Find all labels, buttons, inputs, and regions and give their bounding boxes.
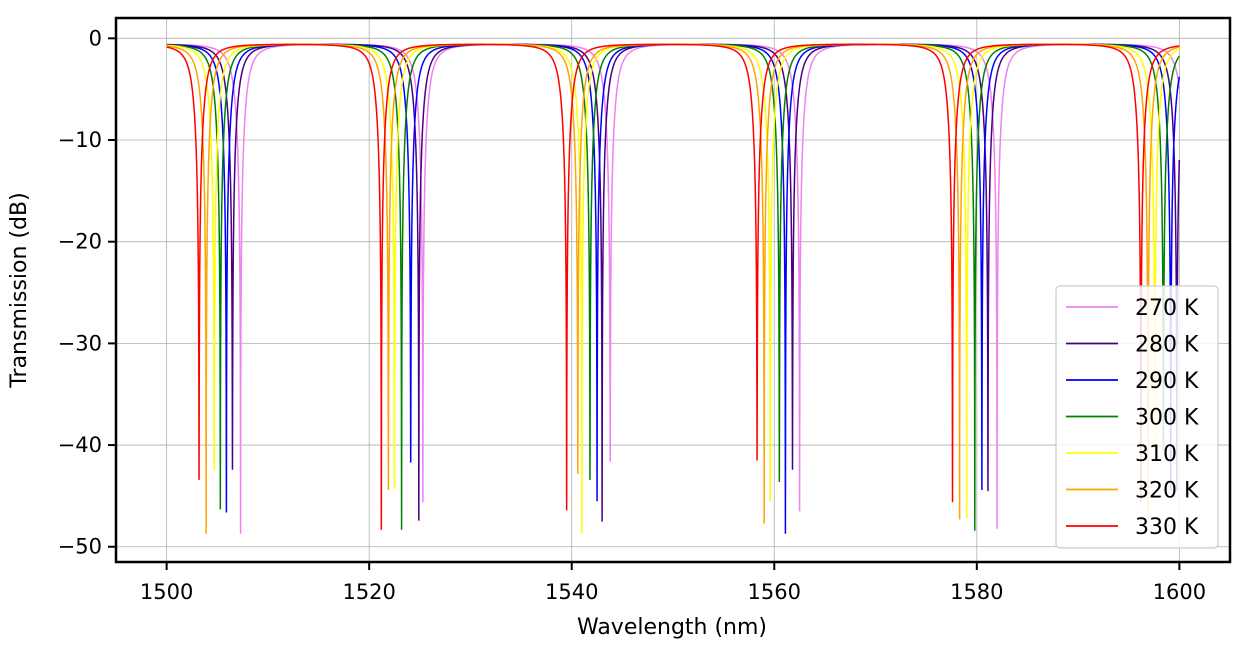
legend-label: 280 K [1135,333,1199,358]
y-tick-label: 0 [89,26,102,50]
y-axis-label: Transmission (dB) [7,192,32,388]
x-tick-label: 1580 [950,580,1003,604]
x-axis-label: Wavelength (nm) [577,615,767,640]
y-axis-ticks: 0 −10 −20 −30 −40 −50 [58,26,116,559]
series-line-330-k [166,43,1180,530]
legend: 270 K 280 K 290 K 300 K 310 K 320 K 330 K [1055,285,1219,549]
legend-label: 310 K [1135,442,1199,467]
x-axis-ticks: 1500 1520 1540 1560 1580 1600 [140,562,1206,604]
x-tick-label: 1500 [140,580,193,604]
legend-box [1055,285,1219,549]
x-tick-label: 1600 [1153,580,1206,604]
legend-label: 300 K [1135,406,1199,431]
y-tick-label: −50 [58,535,102,559]
legend-label: 270 K [1135,296,1199,321]
legend-label: 290 K [1135,369,1199,394]
y-tick-label: −40 [58,433,102,457]
x-tick-label: 1560 [748,580,801,604]
plot-frame [114,16,1232,564]
legend-label: 320 K [1135,479,1199,504]
x-tick-label: 1540 [545,580,598,604]
y-tick-label: −10 [58,128,102,152]
series-layer [166,43,1181,534]
x-tick-label: 1520 [342,580,395,604]
legend-label: 330 K [1135,515,1199,540]
y-tick-label: −20 [58,230,102,254]
y-tick-label: −30 [58,331,102,355]
